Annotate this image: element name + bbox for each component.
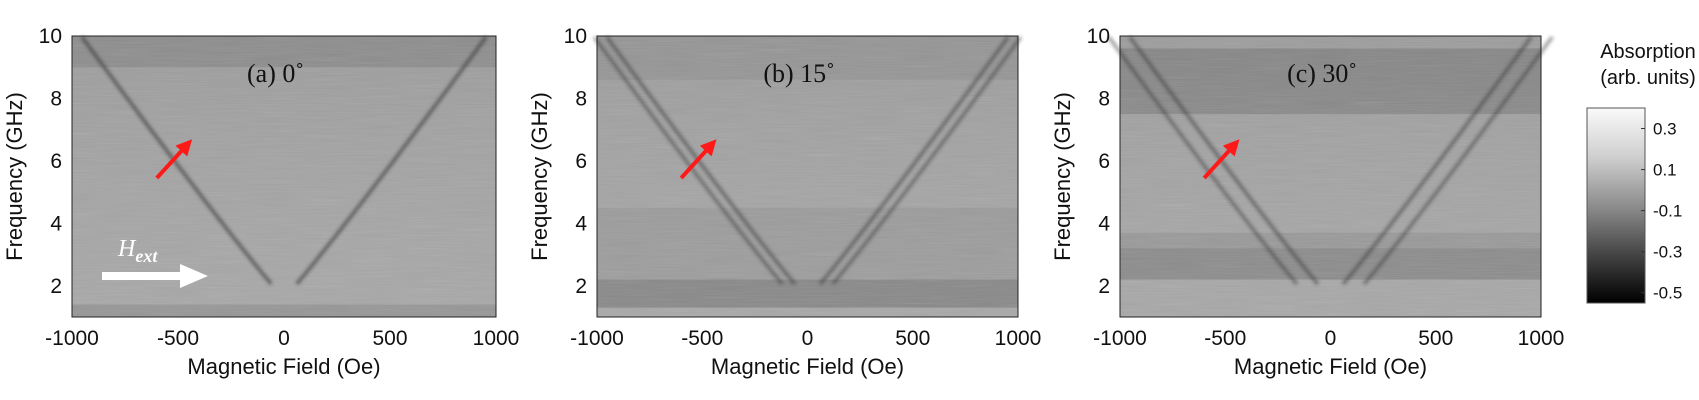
resonance-branch xyxy=(831,35,1023,286)
colorbar-tick-label: -0.3 xyxy=(1653,243,1682,262)
y-tick-label: 8 xyxy=(575,87,587,110)
panel-a: -1000 -500 0 500 1000 2 4 6 8 10 Magnetic Field (O… xyxy=(2,25,519,379)
resonance-curves xyxy=(80,35,488,286)
colorbar-scale xyxy=(1586,107,1646,304)
plot-frame xyxy=(596,35,1019,318)
x-tick-label: -500 xyxy=(1204,327,1246,350)
y-tick-label: 10 xyxy=(39,25,62,48)
x-tick-label: 500 xyxy=(895,327,930,350)
resonance-branch xyxy=(1128,35,1320,286)
colorbar-title: Absorption xyxy=(1600,41,1696,63)
colorbar-tick-label: 0.3 xyxy=(1653,120,1677,139)
y-tick-label: 8 xyxy=(1098,87,1110,110)
x-tick-label: -1000 xyxy=(570,327,624,350)
resonance-branch xyxy=(818,35,1010,286)
x-tick-label: 0 xyxy=(278,327,290,350)
y-tick-label: 10 xyxy=(1087,25,1110,48)
resonance-branch xyxy=(1362,35,1554,286)
y-axis-label: Frequency (GHz) xyxy=(527,92,552,261)
y-axis-label: Frequency (GHz) xyxy=(2,92,27,261)
plot-frame xyxy=(71,35,497,318)
y-tick-label: 4 xyxy=(575,212,587,235)
y-tick-label: 6 xyxy=(1098,150,1110,173)
field-arrow-head xyxy=(180,264,208,288)
red-arrow-icon xyxy=(1202,139,1240,180)
y-tick-label: 8 xyxy=(50,87,62,110)
plot-frame xyxy=(1119,35,1542,318)
heatmap-noise xyxy=(597,36,1018,317)
y-tick-label: 2 xyxy=(1098,275,1110,298)
x-axis-label: Magnetic Field (Oe) xyxy=(711,354,904,379)
resonance-branch xyxy=(592,35,784,286)
x-tick-label: 0 xyxy=(1325,327,1337,350)
panel-title: (b) 15˚ xyxy=(763,59,834,88)
panel-b: -1000 -500 0 500 1000 2 4 6 8 10 Magnetic Field (O… xyxy=(527,25,1041,379)
red-arrow-icon xyxy=(679,139,717,180)
x-tick-label: 500 xyxy=(1418,327,1453,350)
field-label: Hext xyxy=(117,236,158,266)
x-tick-label: 1000 xyxy=(473,327,520,350)
resonance-branch xyxy=(295,35,488,286)
colorbar-units: (arb. units) xyxy=(1600,67,1696,89)
resonance-branch xyxy=(1341,35,1533,286)
x-tick-label: -1000 xyxy=(45,327,99,350)
heatmap-noise xyxy=(1120,36,1541,317)
resonance-branch xyxy=(605,35,797,286)
red-arrow-icon xyxy=(155,139,193,180)
x-axis-label: Magnetic Field (Oe) xyxy=(1234,354,1427,379)
y-tick-label: 6 xyxy=(50,150,62,173)
panel-title: (a) 0˚ xyxy=(247,59,304,88)
resonance-curves xyxy=(1107,35,1554,286)
panel-c: -1000 -500 0 500 1000 2 4 6 8 10 Magnetic Field (O… xyxy=(1050,25,1564,379)
resonance-branch xyxy=(80,35,273,286)
x-tick-label: -1000 xyxy=(1093,327,1147,350)
resonance-branch xyxy=(1107,35,1299,286)
y-tick-label: 2 xyxy=(50,275,62,298)
y-tick-label: 6 xyxy=(575,150,587,173)
x-tick-label: 500 xyxy=(372,327,407,350)
colorbar-tick-label: 0.1 xyxy=(1653,161,1677,180)
y-axis-label: Frequency (GHz) xyxy=(1050,92,1075,261)
y-tick-label: 4 xyxy=(1098,212,1110,235)
x-tick-label: 1000 xyxy=(995,327,1042,350)
x-tick-label: -500 xyxy=(157,327,199,350)
colorbar-tick-label: -0.5 xyxy=(1653,284,1682,303)
colorbar-tick-label: -0.1 xyxy=(1653,202,1682,221)
heatmap-noise xyxy=(72,36,496,317)
y-tick-label: 4 xyxy=(50,212,62,235)
resonance-curves xyxy=(592,35,1023,286)
x-tick-label: -500 xyxy=(681,327,723,350)
y-tick-label: 10 xyxy=(564,25,587,48)
panel-title: (c) 30˚ xyxy=(1287,59,1357,88)
x-tick-label: 0 xyxy=(802,327,814,350)
x-tick-label: 1000 xyxy=(1518,327,1565,350)
y-tick-label: 2 xyxy=(575,275,587,298)
x-axis-label: Magnetic Field (Oe) xyxy=(187,354,380,379)
